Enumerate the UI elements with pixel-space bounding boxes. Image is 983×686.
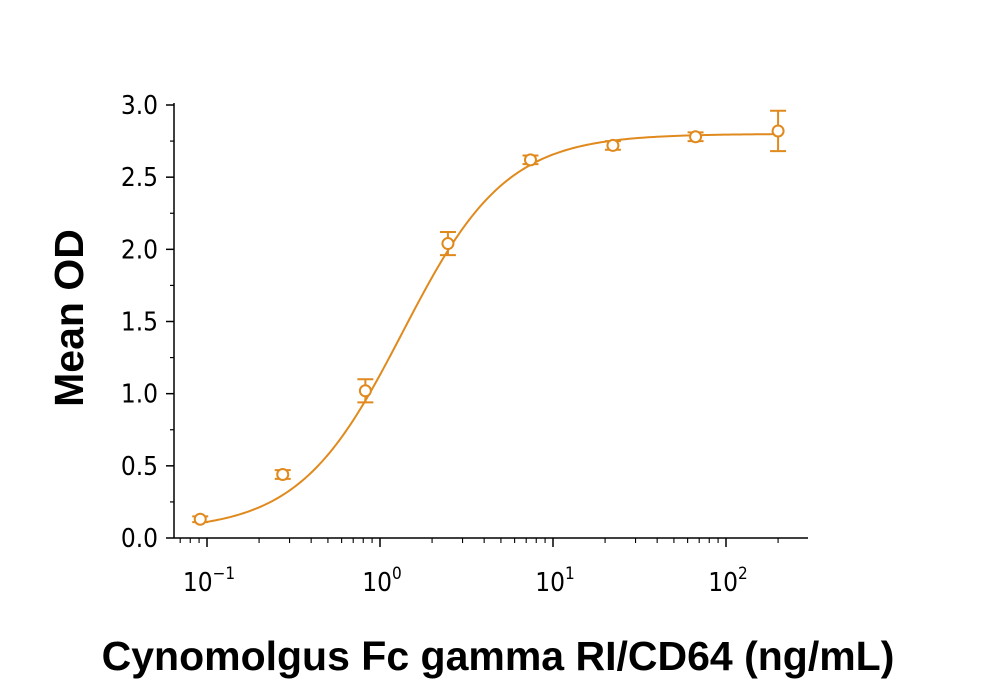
data-point [439, 231, 456, 257]
x-axis: 10−1 100 101 102 [174, 537, 808, 598]
data-point [770, 109, 787, 153]
data-marker [358, 384, 372, 398]
data-marker [606, 138, 620, 152]
y-axis: 0.0 0.5 1.0 1.5 2.0 2.5 3.0 [121, 91, 175, 554]
fit-curve [200, 133, 779, 524]
y-tick-label: 3.0 [121, 91, 158, 121]
y-tick-label: 2.5 [121, 163, 158, 193]
x-tick-label: 102 [708, 564, 748, 598]
data-marker [689, 130, 703, 144]
x-tick-label: 101 [535, 564, 575, 598]
data-marker [276, 467, 290, 481]
fit-curve-layer [200, 133, 779, 524]
data-point [522, 153, 539, 167]
x-tick-label: 10−1 [183, 564, 235, 598]
y-tick-label: 1.0 [121, 380, 158, 410]
data-marker [193, 512, 207, 526]
data-point [687, 130, 704, 144]
data-marker [771, 124, 785, 138]
data-marker [441, 237, 455, 251]
y-tick-label: 0.5 [121, 452, 158, 482]
data-point [274, 467, 291, 481]
data-point [357, 378, 374, 404]
data-marker [523, 153, 537, 167]
y-tick-label: 0.0 [121, 524, 158, 554]
y-axis-title: Mean OD [46, 229, 92, 407]
data-points-layer [192, 109, 787, 526]
x-tick-label: 100 [362, 564, 402, 598]
data-point [604, 138, 621, 152]
y-tick-label: 1.5 [121, 308, 158, 338]
data-point [192, 512, 209, 526]
x-axis-title: Cynomolgus Fc gamma RI/CD64 (ng/mL) [102, 633, 895, 679]
y-tick-label: 2.0 [121, 235, 158, 265]
